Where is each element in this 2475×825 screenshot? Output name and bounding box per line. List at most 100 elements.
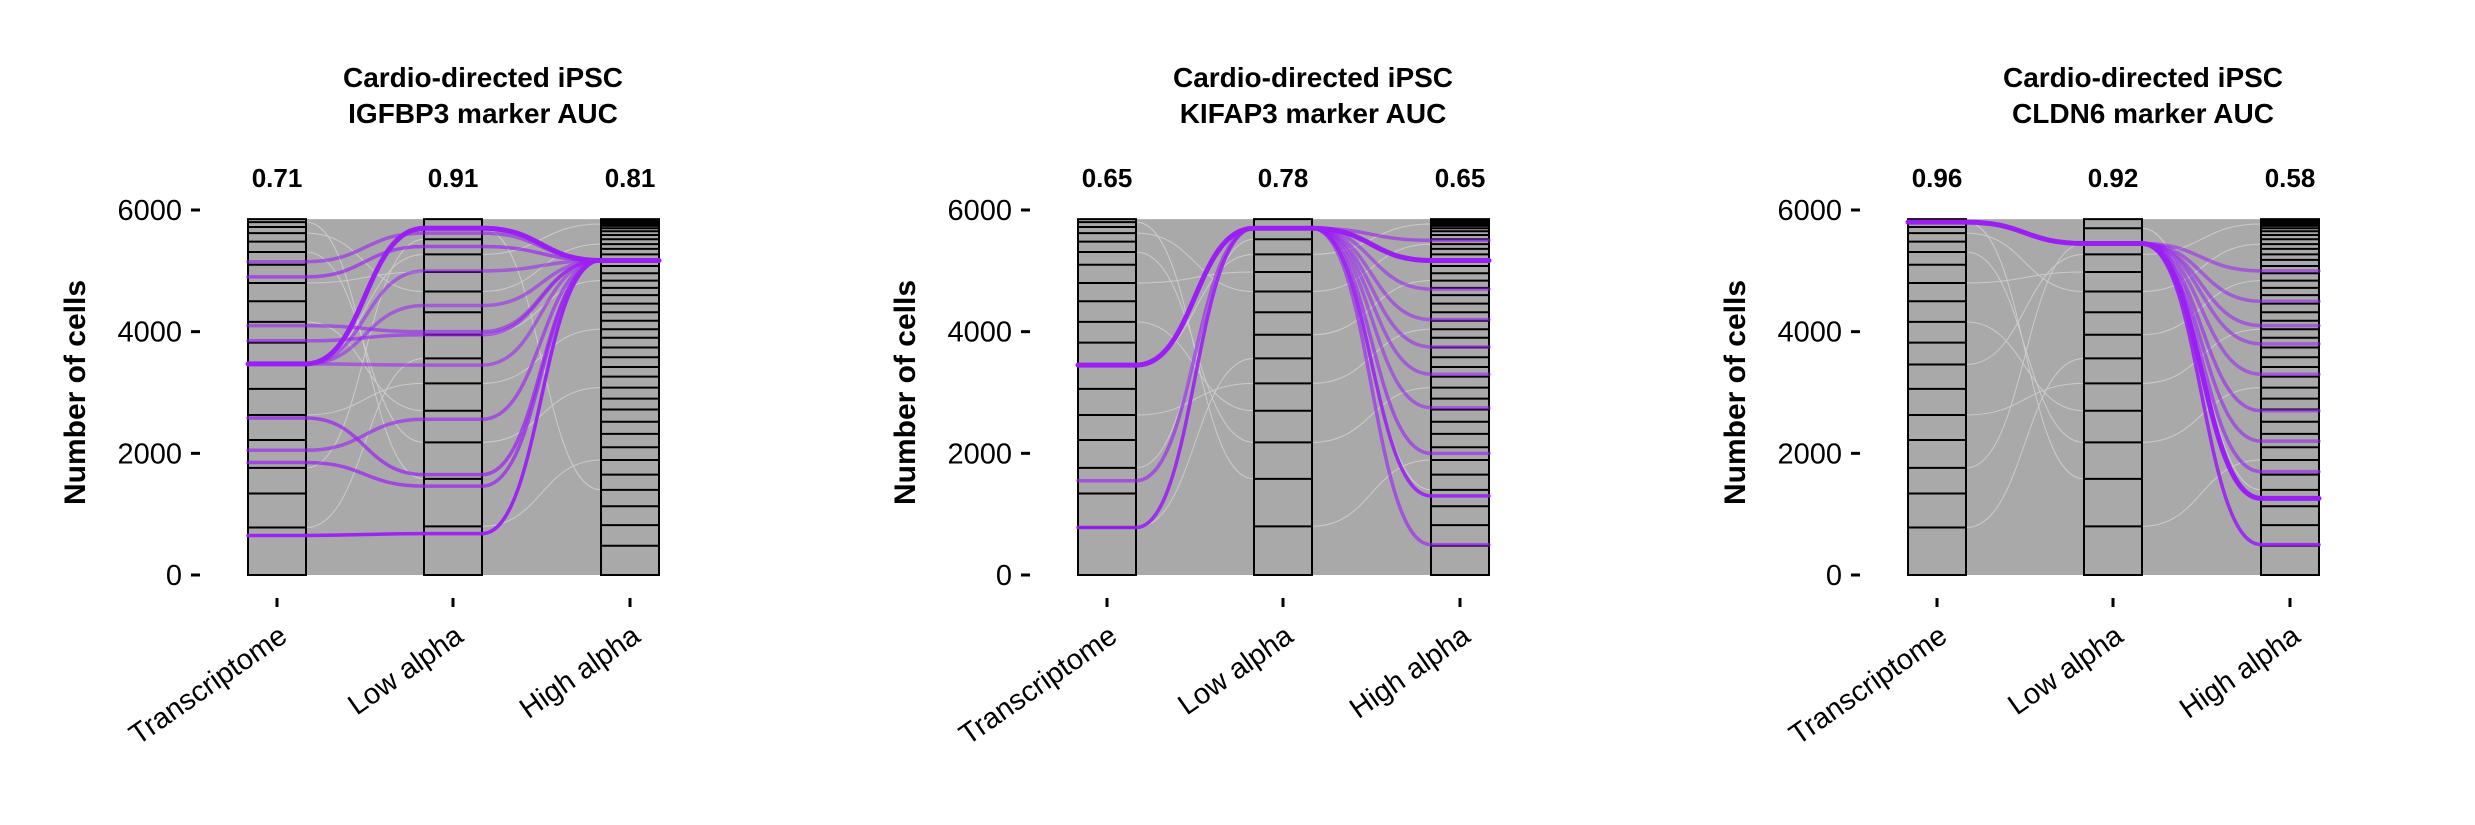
auc-label: 0.78 [1258,163,1309,193]
y-tick-label: 4000 [117,317,182,349]
background-flow [1965,232,2085,293]
background-flow [481,227,602,491]
background-flow [305,382,425,416]
highlight-path [246,258,661,367]
strata-bar [1907,218,1967,576]
background-flow [1311,280,1432,336]
highlight-path [246,258,661,488]
strata-dividers [1078,221,1136,529]
background-flow [481,328,602,384]
background-flow [1965,321,2085,412]
background-flow [1311,387,1432,443]
x-tick-label: Low alpha [342,619,469,722]
chart-title: Cardio-directed iPSC [2003,62,2283,93]
highlight-paths [1075,225,1492,547]
highlight-path [245,225,662,367]
strata-bar [1430,218,1490,576]
x-tick-label: High alpha [514,619,647,725]
strata-bar [2260,218,2320,576]
background-flow [1135,321,1255,412]
highlight-path [246,258,661,538]
background-flow [1965,271,2085,284]
x-tick-label: Transcriptome [1784,620,1953,752]
chart-panel-1: Cardio-directed iPSC IGFBP3 marker AUC 0.7… [59,62,662,752]
x-tick-label: Low alpha [2002,619,2129,722]
strata-bar [423,218,483,576]
background-flow [1965,253,2085,366]
background-flow [1965,221,2085,480]
auc-label: 0.71 [252,163,303,193]
background-flow [1965,242,2085,469]
background-flows [1965,221,2262,529]
background-flow [1311,223,1432,255]
auc-label: 0.65 [1082,163,1133,193]
strata-dividers [2261,219,2319,547]
auc-label: 0.81 [605,163,656,193]
chart-subtitle: IGFBP3 marker AUC [348,98,618,129]
background-flow [1135,232,1255,293]
chart-title: Cardio-directed iPSC [343,62,623,93]
background-flow [1135,382,1255,416]
auc-label: 0.92 [2088,163,2139,193]
highlight-path [246,258,661,366]
highlight-paths [1905,219,2322,547]
y-tick-label: 0 [166,560,182,592]
chart-subtitle: CLDN6 marker AUC [2012,98,2274,129]
y-tick-label: 6000 [117,195,182,227]
background-flow [1965,251,2085,443]
background-flow [2141,243,2262,293]
y-tick-label: 6000 [1777,195,1842,227]
x-tick-label: Low alpha [1172,619,1299,722]
y-tick-label: 2000 [117,438,182,470]
strata-bar [247,218,307,576]
auc-label: 0.91 [428,163,479,193]
y-tick-label: 0 [996,560,1012,592]
background-flow [1135,271,1255,284]
strata-bar [1253,218,1313,576]
background-flow [481,223,602,255]
chart-title: Cardio-directed iPSC [1173,62,1453,93]
y-axis-title: Number of cells [1719,280,1752,505]
x-tick-label: Transcriptome [124,620,293,752]
y-tick-label: 4000 [947,317,1012,349]
background-flow [2141,387,2262,443]
x-tick-label: High alpha [2174,619,2307,725]
y-tick-label: 4000 [1777,317,1842,349]
x-tick-label: High alpha [1344,619,1477,725]
background-flow [1311,243,1432,293]
background-flow [481,243,602,293]
y-tick-label: 2000 [947,438,1012,470]
chart-panel-3: Cardio-directed iPSC CLDN6 marker AUC 0.96… [1719,62,2322,752]
background-flow [305,238,425,469]
highlight-path [246,258,661,453]
highlight-paths [245,225,662,538]
background-flow [1135,357,1255,529]
strata-dividers [1254,227,1312,528]
highlight-path [246,258,661,366]
highlight-path [1905,219,2322,501]
flow-band [1966,219,2084,575]
chart-panel-2: Cardio-directed iPSC KIFAP3 marker AUC 0.6… [889,62,1492,752]
strata-bar [2083,218,2143,576]
highlight-path [246,244,661,279]
auc-label: 0.58 [2265,163,2316,193]
x-tick-label: Transcriptome [954,620,1123,752]
background-flow [481,387,602,443]
y-tick-label: 2000 [1777,438,1842,470]
y-axis-title: Number of cells [889,280,922,505]
strata-bar [600,218,660,576]
auc-label: 0.96 [1912,163,1963,193]
background-flow [305,221,425,480]
background-flow [1311,459,1432,527]
y-tick-label: 0 [1826,560,1842,592]
y-tick-label: 6000 [947,195,1012,227]
flow-band [1312,219,1431,575]
y-axis-title: Number of cells [59,280,92,505]
background-flow [1965,382,2085,416]
auc-label: 0.65 [1435,163,1486,193]
strata-bar [1077,218,1137,576]
chart-subtitle: KIFAP3 marker AUC [1180,98,1447,129]
highlight-path [1075,225,1492,368]
flow-band [306,219,424,575]
